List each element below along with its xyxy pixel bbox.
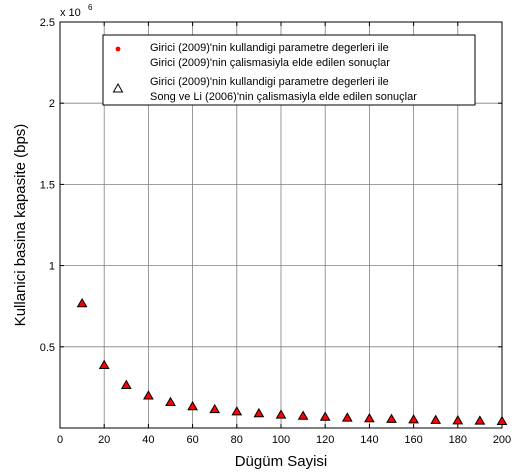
triangle-point [452,415,464,425]
red-point [143,391,153,400]
red-point [254,408,264,417]
y-multiplier-exponent: 6 [88,3,93,12]
legend-dot-marker [115,46,121,52]
triangle-point [231,406,243,416]
y-tick-label: 0.5 [40,342,55,354]
triangle-point [275,409,287,419]
legend-entry-2-line-1: Girici (2009)'nin kullandigi parametre d… [150,76,389,88]
x-tick-label: 20 [98,434,110,446]
red-point [387,414,396,423]
triangle-point [120,379,132,389]
triangle-point [297,410,309,420]
legend-entry-1-line-1: Girici (2009)'nin kullandigi parametre d… [150,42,389,54]
triangle-point [187,400,198,411]
x-axis-label: Dügüm Sayisi [235,453,328,470]
data-marks [76,297,508,426]
legend-entry-2-line-2: Song ve Li (2006)'nin çalismasiyla elde … [150,91,417,103]
triangle-point [143,390,154,400]
y-tick-label: 1 [49,261,55,273]
triangle-point [76,297,88,308]
red-point [276,410,286,419]
y-tick-label: 2.5 [40,17,55,29]
triangle-point [474,415,486,425]
y-tick-label: 1.5 [40,179,55,191]
red-point [188,401,198,410]
triangle-point [364,412,375,423]
triangle-point [165,396,176,407]
red-point [121,380,131,389]
x-tick-label: 140 [360,434,378,446]
x-tick-label: 80 [231,434,243,446]
y-axis-label: Kullanici basina kapasite (bps) [12,124,29,327]
triangle-point [430,414,442,424]
red-point [210,404,220,413]
legend: Girici (2009)'nin kullandigi parametre d… [102,34,476,106]
x-tick-label: 0 [57,434,63,446]
red-point [497,416,507,425]
red-point [320,412,330,421]
x-tick-label: 100 [272,434,290,446]
legend-triangle-marker [112,82,124,93]
legend-entry-1-line-2: Girici (2009)'nin çalismasiyla elde edil… [150,57,390,69]
red-point [475,416,485,425]
red-point [166,397,175,406]
x-tick-label: 200 [493,434,511,446]
triangle-point [209,403,221,414]
x-tick-label: 160 [404,434,422,446]
red-point [77,298,87,307]
triangle-point [341,412,353,422]
y-multiplier-base: x 10 [60,7,81,19]
triangle-point [319,411,331,421]
axis-ticks: 0 20 40 60 80 100 120 140 160 180 200 0.5 1 1.5 2 2.5 [40,17,511,446]
triangle-point [386,413,397,423]
x-tick-label: 120 [316,434,334,446]
red-point [342,413,352,422]
red-point [364,413,374,422]
triangle-point [98,359,110,369]
red-point [99,360,109,369]
triangle-point [408,414,419,424]
x-tick-label: 40 [142,434,154,446]
legend-box [102,34,476,106]
triangle-point [496,415,508,426]
red-point [431,415,441,424]
red-point [453,416,463,424]
red-point [232,407,242,415]
x-tick-label: 60 [186,434,198,446]
x-tick-label: 180 [449,434,467,446]
triangle-point [253,407,265,418]
red-point [298,411,308,420]
red-point [409,415,419,423]
y-tick-label: 2 [49,98,55,110]
